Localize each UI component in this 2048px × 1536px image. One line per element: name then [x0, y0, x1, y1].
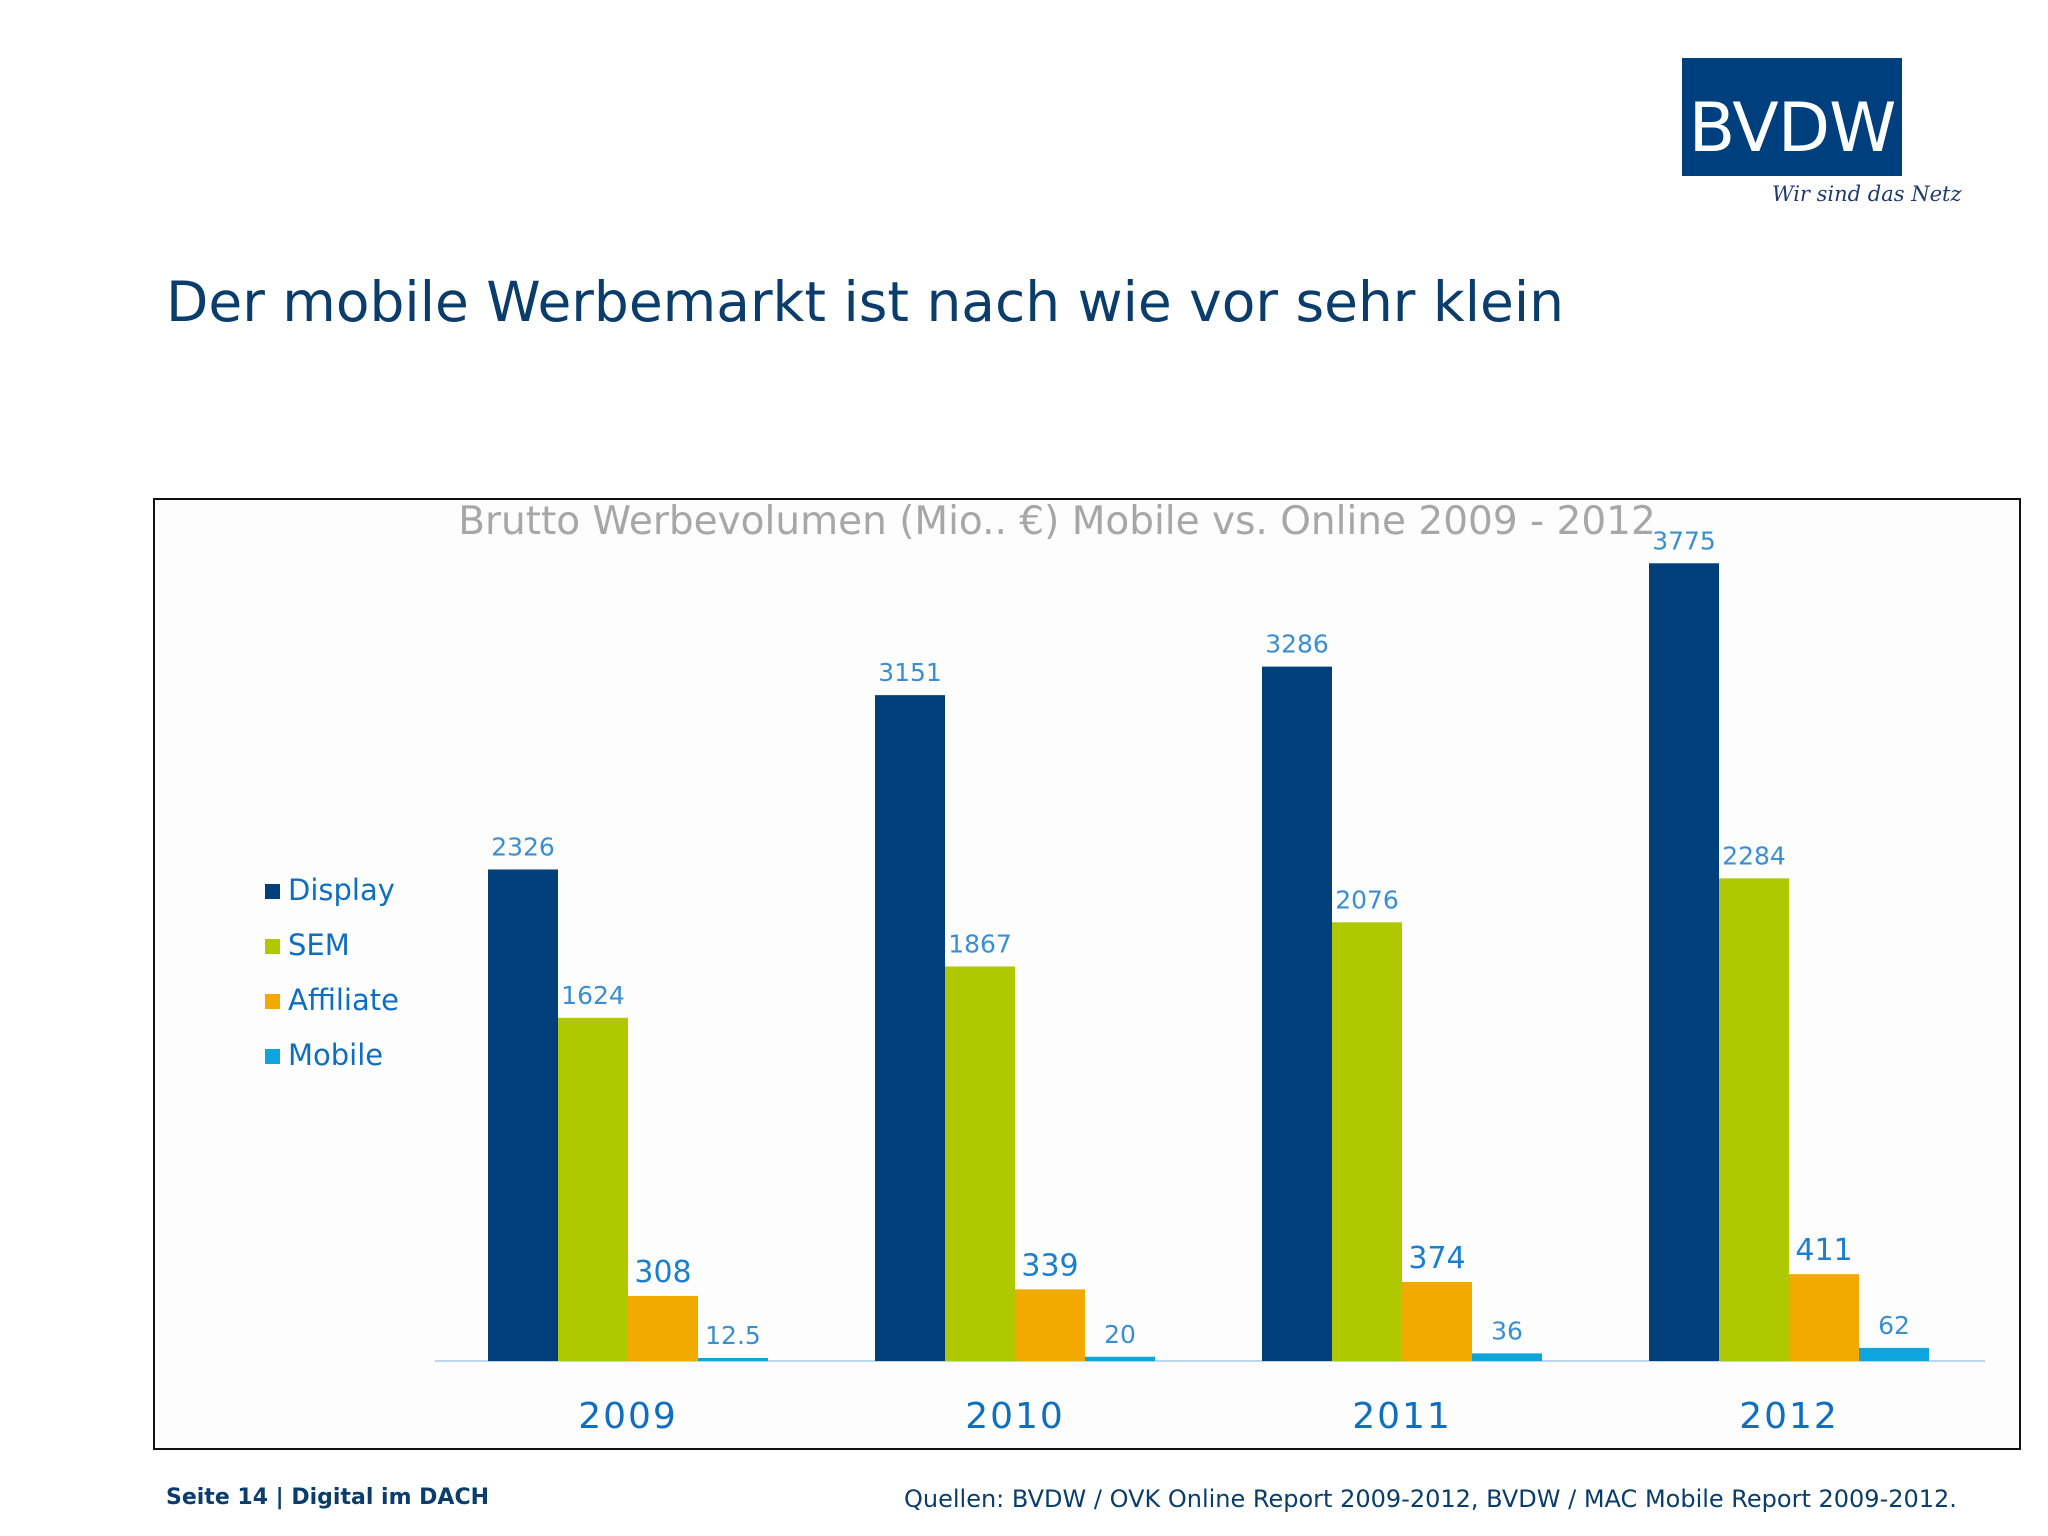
data-label-mobile-2012: 62 [1878, 1311, 1910, 1340]
chart-frame: Brutto Werbevolumen (Mio.. €) Mobile vs.… [153, 498, 2021, 1450]
data-label-affiliate-2012: 411 [1795, 1233, 1852, 1268]
bar-mobile-2012 [1859, 1347, 1929, 1361]
data-label-display-2011: 3286 [1265, 630, 1329, 659]
bar-affiliate-2010 [1015, 1289, 1085, 1361]
logo-text: BVDW [1688, 88, 1897, 168]
category-label-2011: 2011 [1352, 1396, 1452, 1437]
data-label-mobile-2009: 12.5 [705, 1321, 761, 1350]
bar-affiliate-2009 [628, 1295, 698, 1361]
bar-mobile-2010 [1085, 1356, 1155, 1361]
slide-title: Der mobile Werbemarkt ist nach wie vor s… [166, 270, 1565, 334]
legend-swatch-sem [265, 939, 280, 954]
bvdw-logo: BVDW [1682, 58, 1902, 176]
data-label-affiliate-2009: 308 [634, 1255, 691, 1290]
bar-display-2012 [1649, 563, 1719, 1361]
data-label-display-2010: 3151 [878, 658, 942, 687]
bar-display-2011 [1262, 666, 1332, 1361]
data-label-sem-2009: 1624 [561, 981, 625, 1010]
category-label-2012: 2012 [1739, 1396, 1839, 1437]
data-label-sem-2011: 2076 [1335, 885, 1399, 914]
legend-swatch-display [265, 884, 280, 899]
footer-sources: Quellen: BVDW / OVK Online Report 2009-2… [904, 1485, 1957, 1513]
bar-sem-2009 [558, 1017, 628, 1361]
logo-tagline: Wir sind das Netz [1772, 182, 1962, 206]
data-label-sem-2010: 1867 [948, 929, 1012, 958]
legend-label-sem: SEM [288, 928, 350, 962]
data-label-display-2012: 3775 [1652, 526, 1716, 555]
legend-label-display: Display [288, 873, 395, 907]
data-label-display-2009: 2326 [491, 832, 555, 861]
bar-sem-2010 [945, 966, 1015, 1361]
legend-label-affiliate: Affiliate [288, 983, 399, 1017]
legend-label-mobile: Mobile [288, 1038, 383, 1072]
chart-title: Brutto Werbevolumen (Mio.. €) Mobile vs.… [458, 500, 1656, 544]
bar-affiliate-2012 [1789, 1274, 1859, 1361]
bar-display-2009 [488, 869, 558, 1361]
legend-swatch-mobile [265, 1049, 280, 1064]
footer-page-label: Seite 14 | Digital im DACH [166, 1485, 489, 1510]
legend-swatch-affiliate [265, 994, 280, 1009]
bar-display-2010 [875, 695, 945, 1361]
data-label-affiliate-2010: 339 [1021, 1248, 1078, 1283]
data-label-mobile-2010: 20 [1104, 1320, 1136, 1349]
bar-sem-2012 [1719, 878, 1789, 1361]
legend: Display SEM Affiliate Mobile [265, 873, 399, 1072]
bar-sem-2011 [1332, 922, 1402, 1361]
bars-layer: 2326 1624 308 12.5 2009 3151 1867 339 20 2010 3286… [435, 526, 1985, 1437]
bar-affiliate-2011 [1402, 1281, 1472, 1361]
data-label-mobile-2011: 36 [1491, 1316, 1523, 1345]
bar-mobile-2009 [698, 1358, 768, 1361]
category-label-2010: 2010 [965, 1396, 1065, 1437]
bar-mobile-2011 [1472, 1353, 1542, 1361]
data-label-affiliate-2011: 374 [1408, 1241, 1465, 1276]
data-label-sem-2012: 2284 [1722, 841, 1786, 870]
bar-chart: Brutto Werbevolumen (Mio.. €) Mobile vs.… [265, 500, 1985, 1437]
category-label-2009: 2009 [578, 1396, 678, 1437]
